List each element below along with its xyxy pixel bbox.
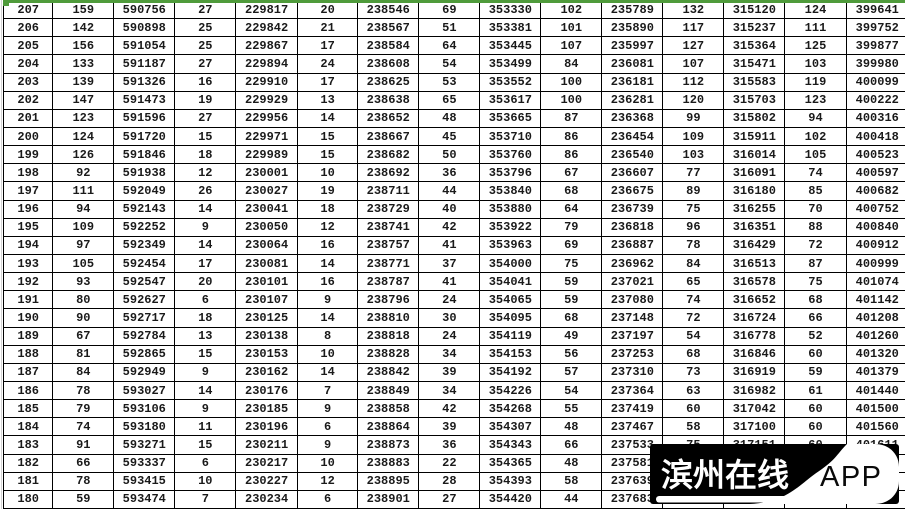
svg-text:APP: APP <box>820 461 883 493</box>
svg-text:滨州在线: 滨州在线 <box>661 457 789 493</box>
